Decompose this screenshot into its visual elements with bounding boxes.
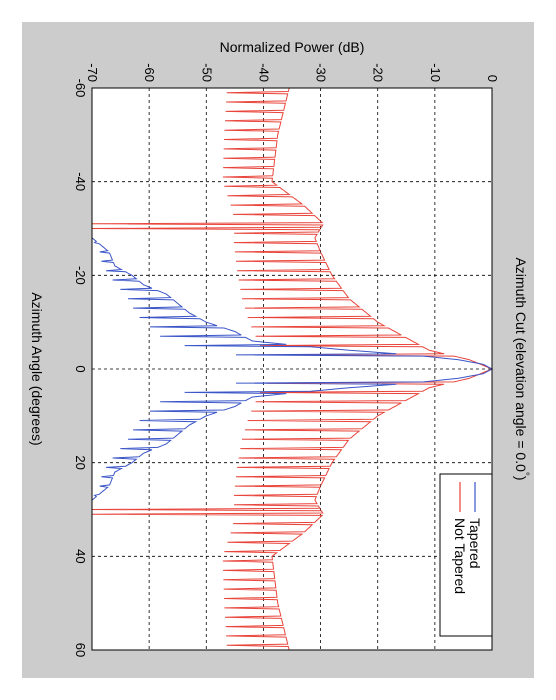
plot-border [91, 87, 493, 651]
power-tick-label: -50 [199, 63, 214, 82]
figure-background: -70 -60 -50 -40 -30 -20 -10 0 -60 -40 -20 0 20 40 60 N… [22, 22, 534, 678]
azimuth-tick-label: 0 [73, 365, 88, 372]
legend: Not Tapered Tapered [439, 473, 493, 637]
power-tick-label: -30 [314, 63, 329, 82]
y-axis-label: Normalized Power (dB) [220, 39, 365, 55]
power-tick-label: -70 [85, 63, 100, 82]
power-tick-label: -10 [428, 63, 443, 82]
power-tick-label: 0 [485, 75, 500, 82]
power-tick-label: -20 [371, 63, 386, 82]
legend-label-tapered: Tapered [467, 518, 483, 569]
azimuth-tick-label: 40 [73, 549, 88, 563]
azimuth-tick-label: 60 [73, 643, 88, 657]
power-tick-label: -60 [142, 63, 157, 82]
chart-title: Azimuth Cut (elevation angle = 0.0°) [513, 257, 530, 480]
power-tick-label: -40 [256, 63, 271, 82]
chart-title-main: Azimuth Cut (elevation angle = 0.0 [513, 257, 529, 472]
azimuth-tick-label: -40 [73, 172, 88, 191]
azimuth-tick-label: -60 [73, 79, 88, 98]
legend-box [439, 473, 493, 637]
chart-title-degree: ° [519, 472, 530, 476]
chart-title-suffix: ) [513, 476, 529, 481]
azimuth-tick-label: -20 [73, 266, 88, 285]
legend-label-not-tapered: Not Tapered [452, 518, 468, 594]
azimuth-tick-label: 20 [73, 455, 88, 469]
grid [92, 88, 492, 650]
x-axis-label: Azimuth Angle (degrees) [29, 292, 45, 445]
